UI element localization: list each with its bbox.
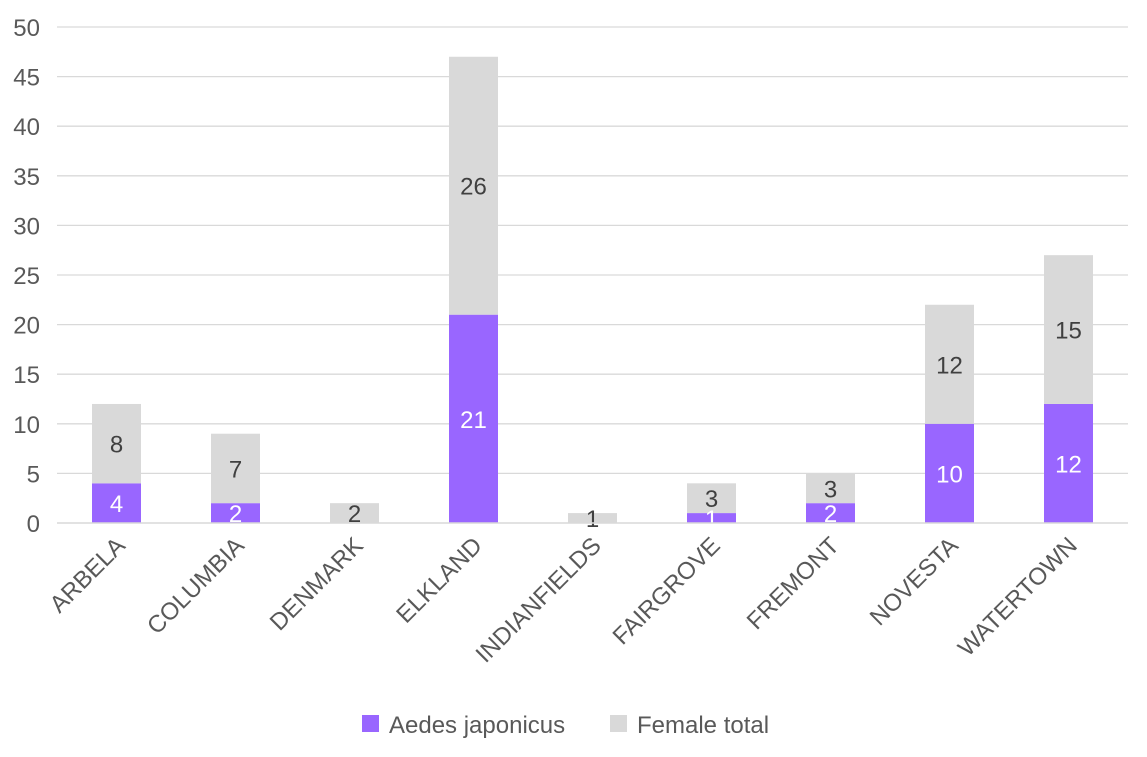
y-tick-label: 20: [13, 313, 40, 340]
y-tick-label: 0: [27, 511, 40, 538]
bar-segment: [92, 483, 141, 523]
data-label: 26: [460, 174, 487, 201]
x-category-label: FAIRGROVE: [608, 532, 726, 650]
legend-label: Aedes japonicus: [389, 712, 565, 739]
y-tick-label: 35: [13, 164, 40, 191]
gridlines: [57, 26, 1128, 475]
legend-swatch: [610, 715, 627, 732]
bar-segment: [449, 314, 498, 523]
data-label: 1: [586, 506, 599, 533]
x-category-label: NOVESTA: [865, 532, 964, 631]
data-label: 21: [460, 407, 487, 434]
bar-segment: [330, 503, 379, 523]
legend-label: Female total: [637, 712, 769, 739]
y-tick-label: 40: [13, 114, 40, 141]
y-tick-label: 30: [13, 213, 40, 240]
y-tick-label: 50: [13, 15, 40, 42]
x-category-label: ARBELA: [45, 532, 131, 618]
data-label: 4: [110, 491, 123, 518]
bar-segment: [925, 423, 974, 523]
y-tick-label: 25: [13, 263, 40, 290]
bar-segment: [687, 513, 736, 523]
x-category-label: FREMONT: [742, 532, 845, 635]
bar-segment: [449, 56, 498, 315]
legend: Aedes japonicus Female total: [362, 712, 769, 739]
bar-segment: [211, 503, 260, 523]
y-tick-label: 5: [27, 461, 40, 488]
data-label: 3: [824, 476, 837, 503]
data-label: 8: [110, 432, 123, 459]
x-category-label: WATERTOWN: [953, 532, 1083, 662]
x-axis-categories: ARBELA COLUMBIA DENMARK ELKLANDINDIANFIELDS…: [45, 532, 1083, 668]
x-category-label: DENMARK: [265, 532, 369, 636]
data-label: 3: [705, 486, 718, 513]
y-tick-label: 10: [13, 412, 40, 439]
bar-segment: [568, 513, 617, 523]
bar-segment: [806, 503, 855, 523]
legend-swatch: [362, 715, 379, 732]
data-label: 1: [705, 506, 718, 533]
bar-segment: [211, 433, 260, 504]
data-label: 15: [1055, 318, 1082, 345]
bar-segment: [1044, 255, 1093, 404]
data-label: 2: [229, 501, 242, 528]
data-label: 10: [936, 461, 963, 488]
data-label: 2: [348, 501, 361, 528]
data-label: 7: [229, 456, 242, 483]
x-category-label: INDIANFIELDS: [471, 532, 607, 668]
x-category-label: ELKLAND: [391, 532, 487, 628]
bar-segment: [806, 473, 855, 504]
bar-segment: [92, 403, 141, 484]
y-axis-ticks: 0 5 10 15 20 25 30 35 40 45 50: [13, 15, 40, 538]
data-label: 2: [824, 501, 837, 528]
x-category-label: COLUMBIA: [142, 532, 250, 640]
data-label: 12: [1055, 451, 1082, 478]
y-tick-label: 45: [13, 65, 40, 92]
y-tick-label: 15: [13, 362, 40, 389]
bar-segment: [925, 304, 974, 424]
data-label: 12: [936, 352, 963, 379]
bar-segment: [687, 483, 736, 514]
bars: [92, 56, 1093, 523]
bar-segment: [1044, 403, 1093, 523]
